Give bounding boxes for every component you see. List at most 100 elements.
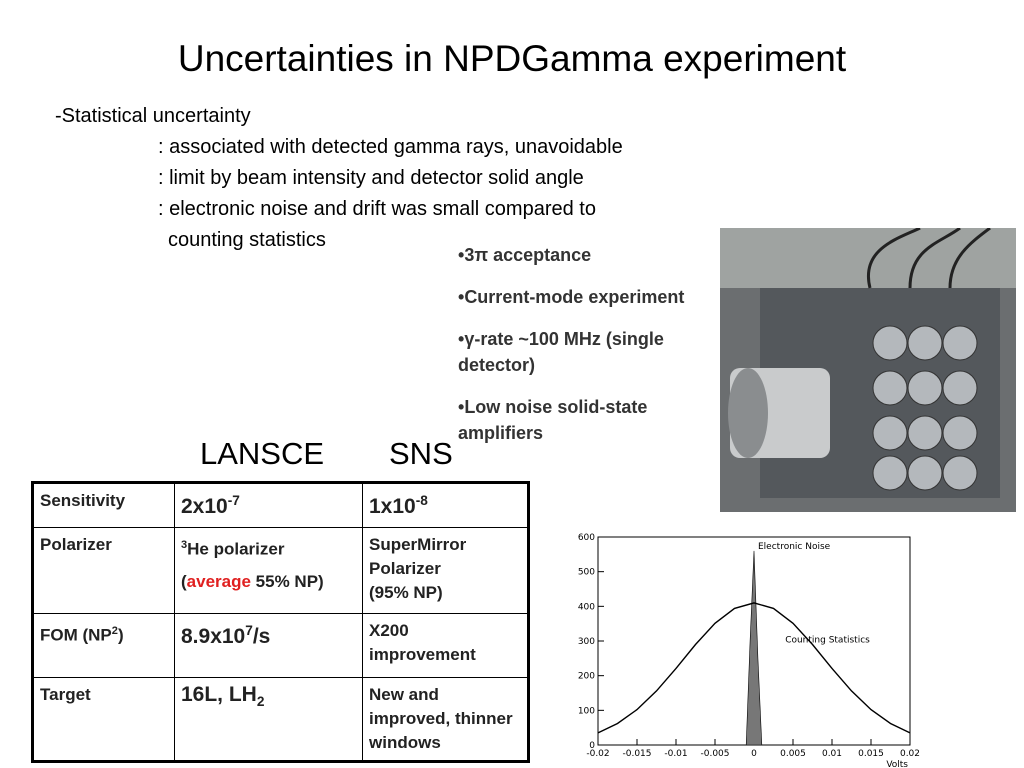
cell-line: improvement (369, 643, 521, 667)
feature: γ-rate ~100 MHz (single detector) (458, 326, 728, 378)
table-cell: 3He polarizer (average 55% NP) (174, 527, 363, 614)
item: : electronic noise and drift was small c… (158, 198, 596, 220)
detector-photo (720, 228, 1016, 512)
cell-line: SuperMirror (369, 533, 521, 557)
y-tick-label: 300 (578, 637, 595, 647)
table-cell: Polarizer (32, 527, 175, 614)
table-cell: 16L, LH2 (174, 677, 363, 762)
table-cell: X200 improvement (362, 613, 529, 678)
cell-line: (95% NP) (369, 581, 521, 605)
text-run: 55% NP) (250, 571, 324, 591)
column-heading: SNS (389, 436, 453, 471)
text-run: ( (181, 571, 187, 591)
x-tick-label: 0.02 (900, 749, 920, 759)
x-tick-label: 0.005 (780, 749, 806, 759)
y-tick-label: 200 (578, 672, 595, 682)
text-run: Target (40, 685, 91, 704)
histogram-plot: 0 100 200 300 400 500 600 -0.02 -0.015 -0.01 -0.00… (578, 533, 920, 768)
x-tick-label: -0.02 (586, 749, 609, 759)
text-run: FOM (NP (40, 625, 112, 645)
text-run: New and (369, 685, 439, 704)
text-run: (95% NP) (369, 583, 443, 602)
text-run: ) (117, 625, 124, 645)
cell-line: X200 (369, 619, 521, 643)
y-tick-label: 100 (578, 706, 595, 716)
text-run: improved, thinner (369, 709, 513, 728)
x-tick-label: -0.005 (700, 749, 729, 759)
feature: 3π acceptance (458, 242, 728, 268)
x-axis-label: Volts (886, 760, 908, 768)
x-tick-label: -0.015 (622, 749, 651, 759)
statistical-block: -Statistical uncertainty : associated wi… (55, 101, 623, 256)
cell-line: Target (40, 683, 168, 707)
text-run: -7 (227, 493, 240, 508)
annotation: Counting Statistics (785, 636, 870, 646)
x-tick-label: 0.015 (858, 749, 884, 759)
text-run: 8.9x10 (181, 625, 246, 648)
text-run: -8 (415, 493, 428, 508)
y-tick-label: 600 (578, 533, 595, 543)
text-run: He polarizer (187, 539, 285, 559)
cell-line: 3He polarizer (181, 533, 356, 562)
annotation: Electronic Noise (758, 542, 831, 552)
table-cell: New and improved, thinner windows (362, 677, 529, 762)
feature: Low noise solid-state amplifiers (458, 394, 728, 446)
x-tick-label: 0.01 (822, 749, 842, 759)
x-tick-label: 0 (751, 749, 757, 759)
cell-line: 8.9x107/s (181, 619, 356, 649)
text-run: SuperMirror (369, 535, 467, 554)
text-run: Polarizer (40, 535, 112, 554)
cell-line: 16L, LH2 (181, 683, 356, 714)
text-run: improvement (369, 645, 476, 664)
text-run: 7 (245, 623, 253, 638)
text-run: X200 (369, 621, 409, 640)
feature-list: 3π acceptance Current-mode experiment γ-… (458, 242, 728, 462)
item: counting statistics (168, 229, 326, 251)
cell-line: 1x10-8 (369, 489, 521, 519)
table-row: Sensitivity 2x10-7 1x10-8 (32, 482, 529, 528)
text-run: 2 (111, 625, 118, 637)
feature: Current-mode experiment (458, 284, 728, 310)
text-run: 2 (256, 694, 265, 710)
table-cell: FOM (NP2) (32, 613, 175, 678)
noise-area (745, 550, 763, 746)
table-row: FOM (NP2) 8.9x107/s X200 improvement (32, 613, 529, 678)
cell-line: Polarizer (40, 533, 168, 557)
stat-curve (597, 602, 911, 734)
text-run: average (186, 571, 251, 591)
y-tick-label: 500 (578, 568, 595, 578)
cell-line: Sensitivity (40, 489, 168, 513)
cell-line: (average 55% NP) (181, 570, 356, 594)
y-tick-label: 400 (578, 602, 595, 612)
text-run: windows (369, 733, 441, 752)
text-run: Sensitivity (40, 491, 126, 510)
text-run: 1x10 (369, 495, 416, 518)
comparison-table: Sensitivity 2x10-7 1x10-8 Polarizer 3He pola… (31, 481, 530, 763)
table-cell: 1x10-8 (362, 482, 529, 528)
cell-line: Polarizer (369, 557, 521, 581)
cell-line: windows (369, 731, 521, 755)
table-cell: Sensitivity (32, 482, 175, 528)
text-run: Polarizer (369, 559, 441, 578)
table-row: Polarizer 3He polarizer (average 55% NP) Su… (32, 527, 529, 614)
heading: -Statistical uncertainty (55, 105, 251, 127)
item: : limit by beam intensity and detector s… (158, 167, 584, 189)
cell-line: 2x10-7 (181, 489, 356, 519)
cell-line: FOM (NP2) (40, 619, 168, 648)
cell-line: New and (369, 683, 521, 707)
column-heading: LANSCE (200, 436, 325, 471)
text-run: 16L, LH (181, 683, 257, 706)
table-cell: 2x10-7 (174, 482, 363, 528)
text-run: 2x10 (181, 495, 228, 518)
x-tick-label: -0.01 (664, 749, 687, 759)
cell-line: improved, thinner (369, 707, 521, 731)
table-cell: SuperMirror Polarizer (95% NP) (362, 527, 529, 614)
text-run: /s (252, 625, 271, 648)
y-tick-label: 0 (589, 741, 595, 751)
slide-title: Uncertainties in NPDGamma experiment (177, 38, 847, 79)
table-cell: Target (32, 677, 175, 762)
table-cell: 8.9x107/s (174, 613, 363, 678)
text-run: 3 (181, 539, 188, 551)
item: : associated with detected gamma rays, u… (158, 136, 623, 158)
